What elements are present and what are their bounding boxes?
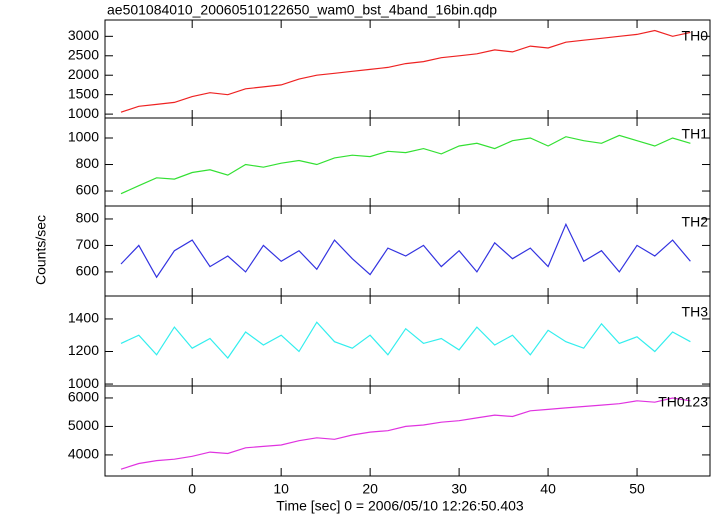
y-tick-label: 700 bbox=[76, 236, 100, 252]
y-tick-label: 1000 bbox=[68, 105, 99, 121]
y-tick-label: 800 bbox=[76, 210, 100, 226]
x-tick-label: 20 bbox=[362, 481, 378, 497]
series-line bbox=[120, 321, 691, 359]
chart-title: ae501084010_20060510122650_wam0_bst_4ban… bbox=[107, 2, 497, 18]
y-tick-label: 1000 bbox=[68, 375, 99, 391]
series-line bbox=[120, 29, 691, 113]
y-tick-label: 1000 bbox=[68, 129, 99, 145]
y-tick-label: 2000 bbox=[68, 66, 99, 82]
x-tick-label: 30 bbox=[451, 481, 467, 497]
y-tick-label: 6000 bbox=[68, 389, 99, 405]
panel-frame bbox=[104, 385, 711, 477]
x-tick-label: 0 bbox=[188, 481, 196, 497]
panel-frame bbox=[104, 117, 711, 207]
panel-frame bbox=[104, 19, 711, 119]
y-tick-label: 5000 bbox=[68, 417, 99, 433]
y-tick-label: 1200 bbox=[68, 342, 99, 358]
legend-label: TH1 bbox=[682, 126, 709, 142]
y-tick-label: 1500 bbox=[68, 85, 99, 101]
y-tick-label: 600 bbox=[76, 263, 100, 279]
y-tick-label: 800 bbox=[76, 155, 100, 171]
y-tick-label: 600 bbox=[76, 182, 100, 198]
panel-frame bbox=[104, 295, 711, 387]
y-tick-label: 2500 bbox=[68, 46, 99, 62]
legend-label: TH3 bbox=[682, 304, 709, 320]
y-tick-label: 1400 bbox=[68, 310, 99, 326]
legend-label: TH0 bbox=[682, 28, 709, 44]
x-tick-label: 10 bbox=[273, 481, 289, 497]
series-line bbox=[120, 134, 691, 195]
x-tick-label: 40 bbox=[540, 481, 556, 497]
y-tick-label: 3000 bbox=[68, 27, 99, 43]
legend-label: TH2 bbox=[682, 214, 709, 230]
y-tick-label: 4000 bbox=[68, 446, 99, 462]
x-axis-label: Time [sec] 0 = 2006/05/10 12:26:50.403 bbox=[276, 498, 524, 514]
y-axis-label: Counts/sec bbox=[33, 215, 49, 285]
x-tick-label: 50 bbox=[629, 481, 645, 497]
series-line bbox=[120, 222, 691, 279]
series-line bbox=[120, 397, 691, 470]
panel-frame bbox=[104, 205, 711, 297]
legend-label: TH0123 bbox=[658, 394, 708, 410]
